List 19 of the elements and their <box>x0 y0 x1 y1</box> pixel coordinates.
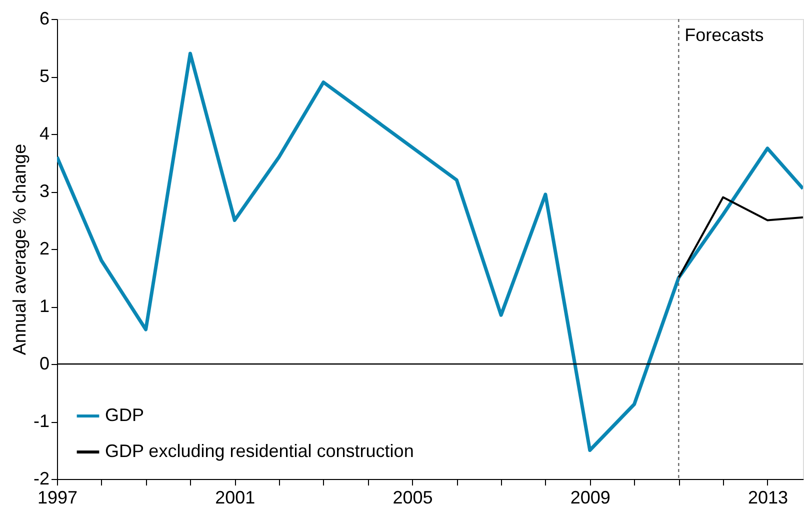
x-tick-label: 2001 <box>215 488 256 508</box>
legend-label: GDP <box>105 405 144 425</box>
y-tick-label: 1 <box>39 296 50 316</box>
y-tick-label: 6 <box>39 8 50 28</box>
y-tick-label: -2 <box>33 468 50 488</box>
y-tick-label: 2 <box>39 238 50 258</box>
x-tick-label: 2005 <box>392 488 433 508</box>
legend-label: GDP excluding residential construction <box>105 441 414 461</box>
x-tick-label: 2013 <box>748 488 788 508</box>
y-tick-label: -1 <box>33 411 50 431</box>
x-tick-label: 2009 <box>570 488 610 508</box>
x-tick-label: 1997 <box>37 488 78 508</box>
line-series <box>678 196 803 279</box>
y-tick-label: 4 <box>39 124 50 144</box>
y-axis-title: Annual average % change <box>9 144 30 356</box>
y-tick-label: 3 <box>39 181 50 201</box>
y-tick-label: 0 <box>39 354 50 374</box>
ref-line-label: Forecasts <box>684 25 764 45</box>
y-tick-label: 5 <box>39 66 50 86</box>
